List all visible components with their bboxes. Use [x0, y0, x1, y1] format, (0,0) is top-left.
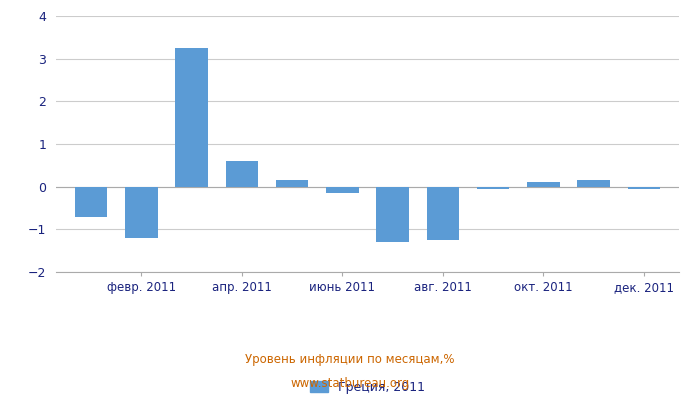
Bar [578, 180, 610, 187]
Bar [326, 187, 358, 193]
Bar [477, 187, 510, 189]
Bar [175, 48, 208, 187]
Bar [627, 187, 660, 189]
Bar [125, 187, 158, 238]
Bar [225, 161, 258, 187]
Legend: Греция, 2011: Греция, 2011 [304, 376, 430, 399]
Bar [75, 187, 108, 216]
Bar [426, 187, 459, 240]
Bar [377, 187, 409, 242]
Bar [276, 180, 309, 187]
Bar [527, 182, 560, 187]
Text: www.statbureau.org: www.statbureau.org [290, 378, 410, 390]
Text: Уровень инфляции по месяцам,%: Уровень инфляции по месяцам,% [245, 354, 455, 366]
